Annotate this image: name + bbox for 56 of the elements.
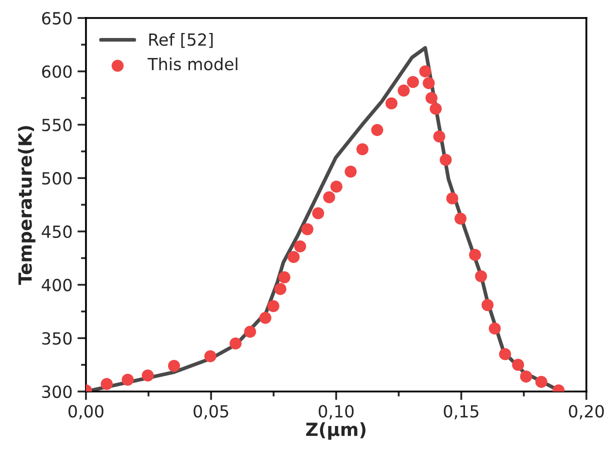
point	[535, 376, 548, 388]
point	[425, 92, 438, 104]
point	[312, 207, 324, 220]
point	[433, 130, 446, 142]
x-axis-title: Z(µm)	[306, 422, 366, 440]
point	[323, 191, 336, 204]
x-tick-label: 0,15	[444, 404, 478, 420]
point	[122, 374, 134, 386]
point	[419, 65, 432, 78]
point	[398, 84, 410, 97]
point	[430, 102, 442, 115]
y-tick-label: 300	[42, 385, 72, 398]
point	[288, 251, 300, 264]
point	[344, 166, 357, 178]
point	[422, 77, 435, 90]
x-tick-label: 0,05	[194, 404, 228, 420]
point	[454, 212, 467, 225]
x-tick-label: 0,20	[568, 404, 604, 420]
point	[294, 240, 306, 252]
y-tick-label: 600	[42, 65, 72, 78]
point	[259, 312, 272, 324]
x-tick-label: 0,00	[68, 404, 104, 420]
point	[301, 223, 314, 236]
point	[274, 283, 286, 296]
y-tick-label: 400	[42, 278, 72, 292]
point	[440, 154, 452, 166]
point	[330, 180, 342, 193]
point	[406, 76, 419, 88]
x-tick-label: 0,10	[318, 404, 354, 420]
y-tick-label: 500	[42, 172, 72, 185]
legend-label: This model	[148, 57, 238, 70]
point	[230, 337, 242, 350]
point	[446, 192, 458, 204]
point	[142, 369, 154, 382]
point	[469, 248, 482, 261]
point	[512, 358, 524, 371]
y-tick-label: 450	[42, 225, 72, 238]
y-tick-label: 350	[42, 332, 72, 345]
point	[356, 143, 368, 156]
point	[371, 124, 384, 136]
point	[100, 378, 113, 390]
point	[385, 97, 398, 110]
point	[278, 271, 290, 284]
point	[204, 350, 216, 362]
point	[475, 270, 488, 282]
point	[482, 299, 494, 312]
point	[520, 370, 532, 383]
point	[488, 322, 501, 335]
y-tick-label: 550	[42, 118, 72, 132]
point	[168, 360, 180, 372]
y-tick-label: 650	[42, 12, 72, 25]
point	[244, 326, 256, 338]
y-axis-title: Temperature(K)	[18, 126, 36, 285]
point	[267, 300, 280, 312]
point	[499, 348, 512, 360]
legend-label: Ref [52]	[149, 33, 213, 48]
